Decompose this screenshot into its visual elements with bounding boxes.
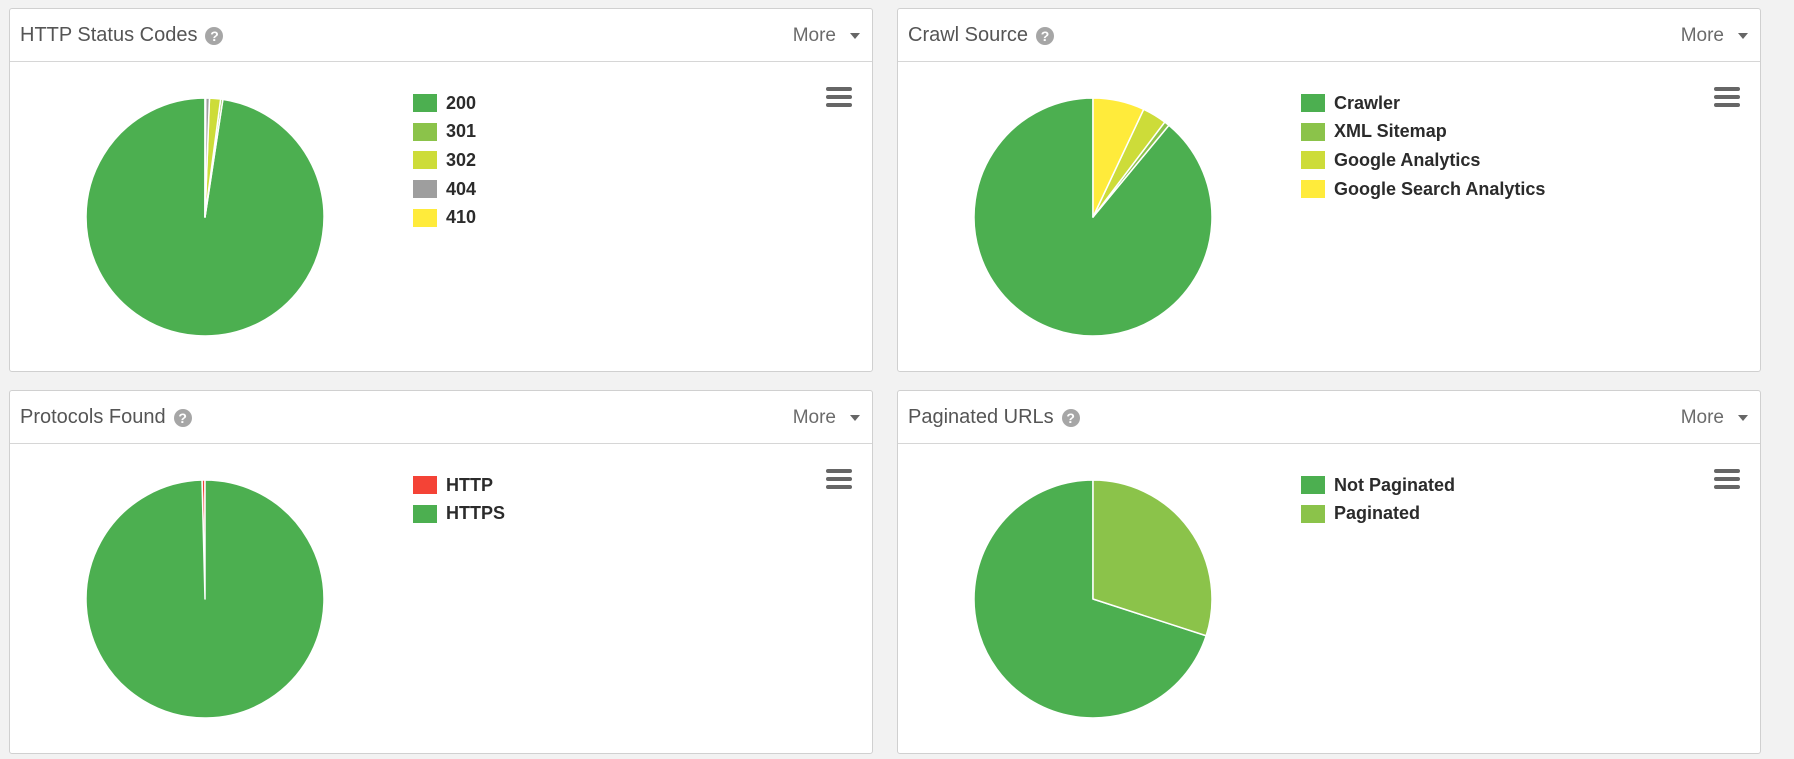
legend-item[interactable]: HTTPS (413, 500, 505, 529)
legend-swatch (413, 151, 437, 170)
caret-down-icon (850, 415, 860, 421)
legend-swatch (1301, 151, 1325, 170)
more-label: More (792, 407, 836, 428)
pie-chart (85, 479, 325, 719)
legend-item[interactable]: HTTP (413, 471, 505, 500)
panel-title: Crawl Source ? (908, 24, 1055, 47)
legend-swatch (413, 122, 437, 141)
help-icon[interactable]: ? (205, 26, 224, 45)
more-dropdown[interactable]: More (1681, 25, 1748, 47)
panel-http-status-codes: HTTP Status Codes ? More 200 301 302 404 410 (9, 8, 873, 372)
legend-label: XML Sitemap (1334, 121, 1447, 142)
legend-label: 200 (446, 92, 477, 113)
chart-body: 200 301 302 404 410 (10, 62, 872, 372)
legend-swatch (1301, 476, 1325, 495)
chart-legend: HTTP HTTPS (413, 471, 505, 528)
chart-body: Not Paginated Paginated (898, 444, 1760, 754)
chart-menu-icon[interactable] (826, 87, 852, 107)
chart-menu-icon[interactable] (1714, 87, 1740, 107)
legend-item[interactable]: Not Paginated (1301, 471, 1455, 500)
panel-header: Paginated URLs ? More (898, 391, 1760, 444)
pie-chart (973, 479, 1213, 719)
legend-item[interactable]: 200 (413, 89, 476, 118)
legend-label: Crawler (1334, 92, 1401, 113)
pie-chart (973, 97, 1213, 337)
panel-title: HTTP Status Codes ? (20, 24, 224, 47)
pie-slice-410[interactable] (204, 97, 207, 218)
panel-header: Protocols Found ? More (10, 391, 872, 444)
legend-swatch (1301, 504, 1325, 523)
legend-item[interactable]: Google Search Analytics (1301, 175, 1545, 204)
legend-label: 302 (446, 149, 477, 170)
help-icon[interactable]: ? (1036, 26, 1055, 45)
legend-label: HTTP (446, 474, 493, 495)
panel-title-text: Paginated URLs (908, 406, 1054, 428)
legend-swatch (413, 476, 437, 495)
more-label: More (792, 25, 836, 46)
panel-title-text: Crawl Source (908, 24, 1029, 46)
panel-paginated-urls: Paginated URLs ? More Not Paginated Pagin… (897, 390, 1761, 754)
chart-body: HTTP HTTPS (10, 444, 872, 754)
more-label: More (1680, 407, 1724, 428)
pie-slice-paginated[interactable] (1092, 479, 1213, 637)
more-dropdown[interactable]: More (793, 25, 860, 47)
panel-title-text: Protocols Found (20, 406, 166, 428)
more-dropdown[interactable]: More (793, 407, 860, 429)
more-dropdown[interactable]: More (1681, 407, 1748, 429)
legend-item[interactable]: Google Analytics (1301, 146, 1545, 175)
legend-label: Paginated (1334, 503, 1421, 524)
chart-menu-icon[interactable] (1714, 469, 1740, 489)
panel-title-text: HTTP Status Codes (20, 24, 198, 46)
chart-legend: Crawler XML Sitemap Google Analytics Google… (1301, 89, 1545, 203)
legend-swatch (413, 504, 437, 523)
panel-header: HTTP Status Codes ? More (10, 9, 872, 62)
panel-title: Paginated URLs ? (908, 406, 1080, 429)
legend-item[interactable]: 301 (413, 118, 476, 147)
legend-label: Not Paginated (1334, 474, 1456, 495)
pie-chart (85, 97, 325, 337)
panel-header: Crawl Source ? More (898, 9, 1760, 62)
legend-label: 404 (446, 178, 477, 199)
pie-slice-google-search-analytics[interactable] (1092, 97, 1145, 218)
more-label: More (1680, 25, 1724, 46)
legend-swatch (1301, 122, 1325, 141)
legend-label: 410 (446, 207, 477, 228)
legend-swatch (1301, 180, 1325, 199)
legend-swatch (413, 208, 437, 227)
pie-slice-not-paginated[interactable] (973, 479, 1207, 719)
legend-item[interactable]: 410 (413, 203, 476, 232)
legend-swatch (1301, 94, 1325, 113)
chart-legend: Not Paginated Paginated (1301, 471, 1455, 528)
legend-swatch (413, 180, 437, 199)
legend-swatch (413, 94, 437, 113)
panel-crawl-source: Crawl Source ? More Crawler XML Sitemap Go… (897, 8, 1761, 372)
chart-legend: 200 301 302 404 410 (413, 89, 476, 232)
legend-item[interactable]: Paginated (1301, 500, 1455, 529)
pie-slice-https[interactable] (85, 479, 325, 719)
help-icon[interactable]: ? (1061, 408, 1080, 427)
legend-label: Google Analytics (1334, 149, 1481, 170)
caret-down-icon (850, 33, 860, 39)
chart-body: Crawler XML Sitemap Google Analytics Google… (898, 62, 1760, 372)
legend-label: Google Search Analytics (1334, 178, 1546, 199)
panel-title: Protocols Found ? (20, 406, 192, 429)
legend-item[interactable]: 404 (413, 175, 476, 204)
help-icon[interactable]: ? (173, 408, 192, 427)
caret-down-icon (1738, 33, 1748, 39)
legend-item[interactable]: 302 (413, 146, 476, 175)
chart-menu-icon[interactable] (826, 469, 852, 489)
legend-item[interactable]: XML Sitemap (1301, 118, 1545, 147)
legend-label: HTTPS (446, 503, 506, 524)
panel-protocols-found: Protocols Found ? More HTTP HTTPS (9, 390, 873, 754)
legend-item[interactable]: Crawler (1301, 89, 1545, 118)
pie-slice-200[interactable] (85, 97, 325, 337)
legend-label: 301 (446, 121, 477, 142)
caret-down-icon (1738, 415, 1748, 421)
